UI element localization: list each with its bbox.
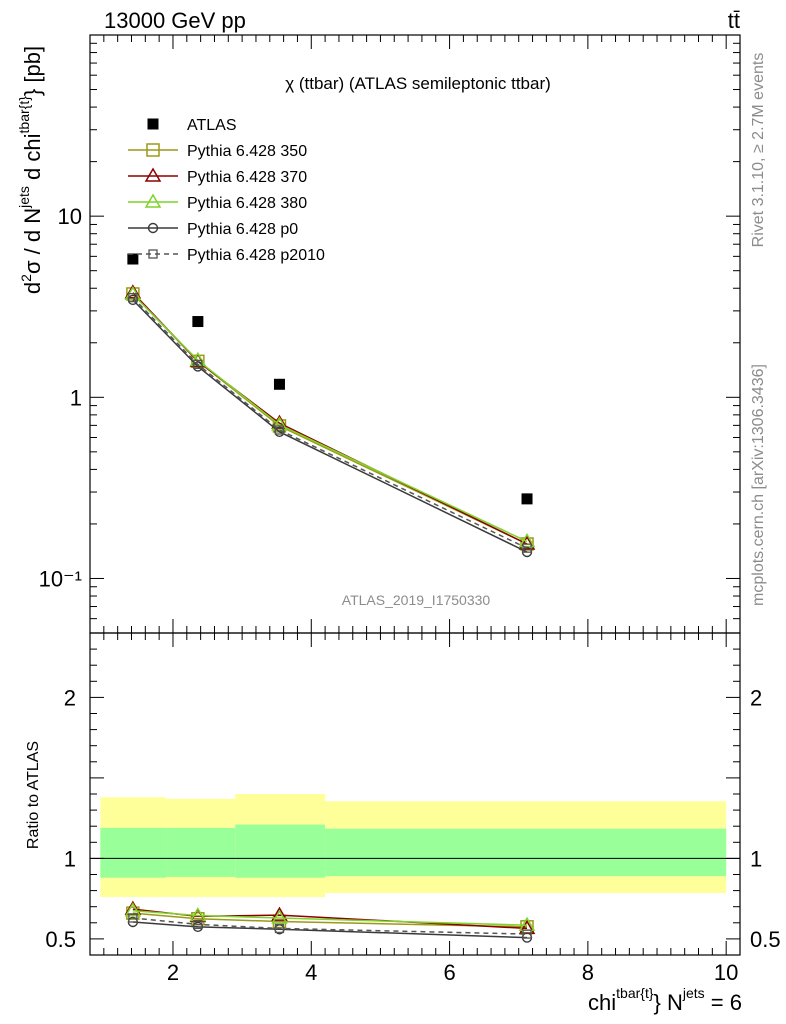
main-series-pythia-6-428-370 (124, 284, 536, 550)
legend-label: Pythia 6.428 380 (187, 195, 307, 212)
x-tick-label: 4 (305, 960, 317, 985)
ratio-data-point (271, 909, 288, 924)
ratio-data-point (193, 919, 203, 930)
main-data-point (192, 316, 204, 328)
main-series-line (132, 299, 528, 553)
main-data-point (271, 416, 288, 431)
ratio-y-tick-label-right: 0.5 (750, 927, 781, 952)
ratio-frame (89, 632, 741, 956)
main-series-pythia-6-428-350 (126, 287, 534, 551)
ratio-data-point (124, 902, 142, 917)
uncertainty-band-inner (166, 827, 236, 877)
main-y-tick-label: 10⁻¹ (39, 566, 82, 591)
legend-marker (147, 118, 159, 130)
legend-label: ATLAS (187, 117, 237, 134)
ratio-panel: 0.5 0.5 1 1 2 2 2 4 6 8 10 Ratio to ATLAS chitbar{… (25, 632, 781, 1015)
ratio-series-line (132, 921, 528, 939)
legend: ATLAS Pythia 6.428 350 Pythia 6.428 370 Pyt… (128, 117, 325, 264)
main-data-point (128, 292, 138, 303)
ratio-y-tick-label: 1 (64, 846, 76, 871)
ratio-series-pythia-6-428-p0 (127, 916, 533, 943)
ratio-y-axis-label: Ratio to ATLAS (25, 741, 42, 849)
main-data-point (273, 378, 285, 390)
main-y-tick-label: 1 (70, 385, 82, 410)
uncertainty-band-inner (235, 824, 326, 878)
ratio-series-line (132, 912, 528, 928)
ratio-data-point (271, 906, 288, 921)
main-data-point (274, 425, 285, 435)
uncertainty-band-inner (100, 827, 167, 878)
legend-marker (144, 193, 162, 208)
main-data-point (189, 351, 207, 367)
legend-label: Pythia 6.428 p0 (187, 221, 298, 238)
legend-item: Pythia 6.428 380 (128, 193, 307, 212)
main-series-line (132, 292, 528, 545)
x-tick-label: 10 (714, 960, 738, 985)
rivet-label: Rivet 3.1.10, ≥ 2.7M events (750, 53, 767, 248)
ratio-data-point (522, 929, 532, 939)
ratio-y-tick-label-right: 2 (750, 685, 762, 710)
header-right: tt̄ (728, 8, 740, 33)
legend-marker (146, 143, 160, 157)
main-data-point (518, 533, 536, 548)
main-data-point (522, 543, 532, 553)
analysis-watermark: ATLAS_2019_I1750330 (342, 592, 491, 608)
legend-item: Pythia 6.428 p0 (128, 221, 298, 238)
main-series-atlas (127, 253, 533, 505)
legend-label: Pythia 6.428 370 (187, 169, 307, 186)
main-series-line (132, 293, 528, 543)
plot-title: χ (ttbar) (ATLAS semileptonic ttbar) (285, 74, 551, 93)
x-tick-label: 2 (167, 960, 179, 985)
main-panel: 10⁻¹ 1 10 χ (ttbar) (ATLAS semileptonic tt… (16, 34, 741, 634)
legend-item: Pythia 6.428 350 (128, 143, 307, 160)
x-tick-label: 8 (582, 960, 594, 985)
main-series-pythia-6-428-380 (124, 285, 536, 548)
ratio-series-line (132, 909, 528, 926)
main-data-point (127, 253, 139, 265)
x-axis-label: chitbar{t}} Njets = 6 (588, 985, 742, 1015)
legend-item: ATLAS (147, 117, 237, 134)
svg-text:d2σ / d Njets d chitbar{t}} [p: d2σ / d Njets d chitbar{t}} [pb] (16, 46, 45, 294)
ratio-series-pythia-6-428-380 (124, 902, 536, 931)
ratio-y-tick-label: 0.5 (45, 927, 76, 952)
main-y-tick-label: 10 (58, 204, 82, 229)
ratio-y-tick-label-right: 1 (750, 846, 762, 871)
main-data-point (521, 493, 533, 505)
header-left: 13000 GeV pp (104, 8, 246, 33)
legend-item: Pythia 6.428 p2010 (128, 247, 325, 264)
uncertainty-band-inner (325, 828, 727, 877)
legend-marker (147, 222, 159, 234)
svg-text:chitbar{t}} Njets = 6: chitbar{t}} Njets = 6 (588, 985, 742, 1015)
ratio-series-line (132, 917, 528, 935)
main-data-point (518, 535, 536, 550)
mcplots-label: mcplots.cern.ch [arXiv:1306.3436] (750, 364, 767, 606)
main-y-axis-label: d2σ / d Njets d chitbar{t}} [pb] (16, 46, 45, 294)
legend-item: Pythia 6.428 370 (128, 167, 307, 186)
main-series-line (132, 297, 528, 549)
ratio-y-tick-label: 2 (64, 685, 76, 710)
legend-marker (148, 249, 158, 259)
ratio-data-point (128, 913, 138, 923)
x-tick-label: 6 (443, 960, 455, 985)
legend-marker (144, 167, 162, 182)
main-data-point (193, 359, 203, 370)
ratio-data-point (274, 923, 285, 934)
legend-label: Pythia 6.428 p2010 (187, 247, 325, 264)
legend-label: Pythia 6.428 350 (187, 143, 307, 160)
main-series-pythia-6-428-p2010 (128, 292, 532, 553)
ratio-series-pythia-6-428-p2010 (128, 913, 532, 939)
main-series-line (132, 293, 528, 545)
